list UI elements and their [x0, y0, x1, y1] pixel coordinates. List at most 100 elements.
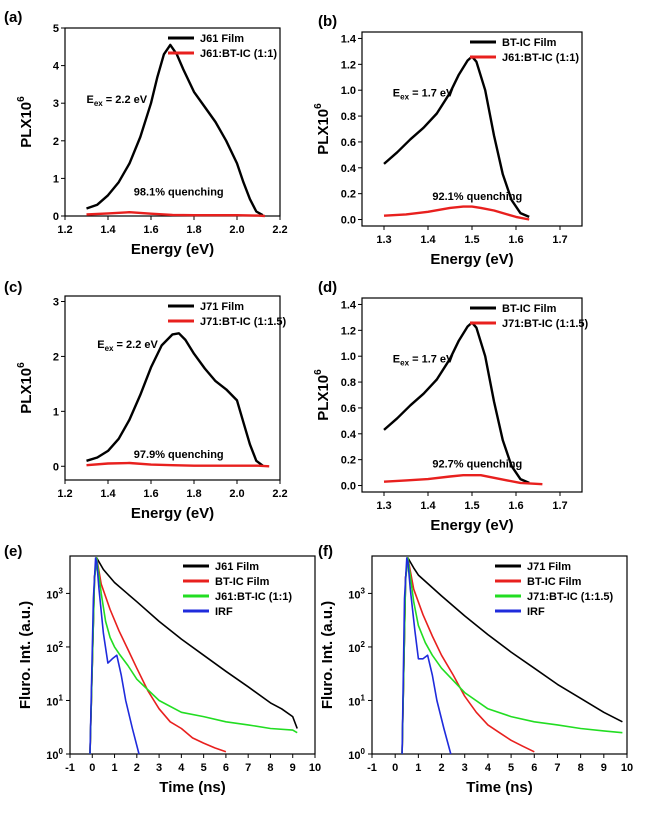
y-tick-label: 1.4	[341, 299, 357, 311]
x-tick-label: 2	[438, 762, 444, 774]
x-tick-label: 0	[89, 762, 95, 774]
x-tick-label: 2.2	[272, 488, 287, 500]
y-tick-label: 0.8	[341, 377, 356, 389]
series-line	[401, 557, 623, 755]
plot-frame	[69, 555, 316, 755]
y-axis-title: PLX106	[313, 369, 332, 421]
y-axis-title: PLX106	[16, 96, 35, 148]
y-tick-label: 1.2	[341, 325, 356, 337]
x-tick-label: 1.6	[508, 234, 523, 246]
legend-label: J61 Film	[200, 33, 244, 45]
y-axis-title: PLX106	[313, 103, 332, 155]
y-tick-label: 1.2	[341, 59, 356, 71]
series-line	[383, 474, 543, 486]
y-tick-label: 1	[53, 173, 59, 185]
x-tick-label: 6	[531, 762, 537, 774]
x-tick-label: -1	[367, 762, 377, 774]
x-tick-label: 4	[178, 762, 185, 774]
x-tick-label: 1.4	[420, 500, 436, 512]
x-tick-label: 1.2	[57, 488, 72, 500]
y-tick-label: 0.4	[341, 429, 357, 441]
panel-label: (e)	[4, 543, 22, 560]
x-tick-label: 2.0	[229, 224, 244, 236]
y-tick-label: 5	[53, 23, 59, 35]
y-tick-label: 101	[348, 693, 365, 708]
x-tick-label: 1.2	[57, 224, 72, 236]
x-tick-label: 7	[245, 762, 251, 774]
x-tick-label: 1.8	[186, 488, 201, 500]
x-tick-label: 3	[156, 762, 162, 774]
x-tick-label: 1.4	[100, 224, 116, 236]
x-tick-label: 1.4	[420, 234, 436, 246]
y-tick-label: 102	[46, 640, 63, 655]
legend-label: J71:BT-IC (1:1.5)	[200, 316, 287, 328]
y-axis-title: Fluro. Int. (a.u.)	[319, 601, 336, 709]
y-tick-label: 0.0	[341, 481, 356, 493]
excitation-annotation: Eex = 1.7 eV	[393, 88, 454, 102]
series-line	[383, 205, 530, 221]
y-tick-label: 103	[348, 586, 365, 601]
x-tick-label: 3	[462, 762, 468, 774]
x-axis-title: Time (ns)	[159, 779, 225, 796]
legend-label: J71:BT-IC (1:1.5)	[502, 318, 589, 330]
series-line	[89, 557, 298, 755]
panel-label: (d)	[318, 279, 337, 296]
series-line	[401, 557, 452, 755]
y-tick-label: 1	[53, 406, 59, 418]
y-tick-label: 0.6	[341, 403, 356, 415]
chart-panel: (e) -1 0 1 2 3 4 5 6 7 8 9 10 100 101 102 103 Time (ns) Fl…	[4, 543, 321, 796]
series-line	[401, 557, 535, 755]
chart-panel: (a) 1.2 1.4 1.6 1.8 2.0 2.2 0 1 2 3 4 5 Energy (eV) PL…	[4, 9, 288, 258]
y-tick-label: 1.0	[341, 85, 356, 97]
x-tick-label: 2	[134, 762, 140, 774]
panel-label: (c)	[4, 279, 22, 296]
x-tick-label: 1.3	[376, 234, 391, 246]
y-tick-label: 0.8	[341, 111, 356, 123]
legend-label: J71:BT-IC (1:1.5)	[527, 591, 614, 603]
legend-label: J61:BT-IC (1:1)	[200, 48, 277, 60]
x-tick-label: 1.6	[143, 224, 158, 236]
x-tick-label: 1.5	[464, 500, 479, 512]
legend-label: J71 Film	[527, 561, 571, 573]
x-tick-label: 2.0	[229, 488, 244, 500]
y-tick-label: 100	[46, 747, 63, 762]
legend-label: J61 Film	[215, 561, 259, 573]
legend-label: J61:BT-IC (1:1)	[502, 52, 579, 64]
chart-panel: (f) -1 0 1 2 3 4 5 6 7 8 9 10 100 101 102 103 Time (ns) Fl…	[318, 543, 633, 796]
quenching-annotation: 92.7% quenching	[432, 458, 522, 470]
y-tick-label: 102	[348, 640, 365, 655]
quenching-annotation: 98.1% quenching	[134, 186, 224, 198]
y-tick-label: 0.0	[341, 215, 356, 227]
x-tick-label: 1.8	[186, 224, 201, 236]
series-line	[383, 321, 530, 485]
x-tick-label: 5	[508, 762, 514, 774]
y-tick-label: 0.6	[341, 137, 356, 149]
series-line	[383, 55, 530, 219]
y-tick-label: 1.0	[341, 351, 356, 363]
series-line	[89, 557, 298, 755]
quenching-annotation: 97.9% quenching	[134, 449, 224, 461]
legend-label: BT-IC Film	[502, 37, 557, 49]
legend-label: J61:BT-IC (1:1)	[215, 591, 292, 603]
y-tick-label: 4	[53, 61, 60, 73]
x-tick-label: 1.6	[143, 488, 158, 500]
x-tick-label: 2.2	[272, 224, 287, 236]
y-axis-title: Fluro. Int. (a.u.)	[17, 601, 34, 709]
excitation-annotation: Eex = 1.7 eV	[393, 354, 454, 368]
y-tick-label: 0.2	[341, 455, 356, 467]
x-tick-label: -1	[65, 762, 75, 774]
x-tick-label: 8	[578, 762, 584, 774]
panel-label: (b)	[318, 13, 337, 30]
excitation-annotation: Eex = 2.2 eV	[87, 94, 148, 108]
x-tick-label: 1.7	[552, 500, 567, 512]
x-axis-title: Energy (eV)	[430, 517, 513, 534]
plot-frame	[64, 295, 281, 481]
x-tick-label: 6	[223, 762, 229, 774]
quenching-annotation: 92.1% quenching	[432, 191, 522, 203]
y-tick-label: 103	[46, 586, 63, 601]
chart-panel: (b) 1.3 1.4 1.5 1.6 1.7 0.0 0.2 0.4 0.6 0.8 1.0 1.2 1…	[313, 13, 583, 268]
legend-label: BT-IC Film	[527, 576, 582, 588]
legend-label: IRF	[527, 606, 545, 618]
x-tick-label: 1.4	[100, 488, 116, 500]
